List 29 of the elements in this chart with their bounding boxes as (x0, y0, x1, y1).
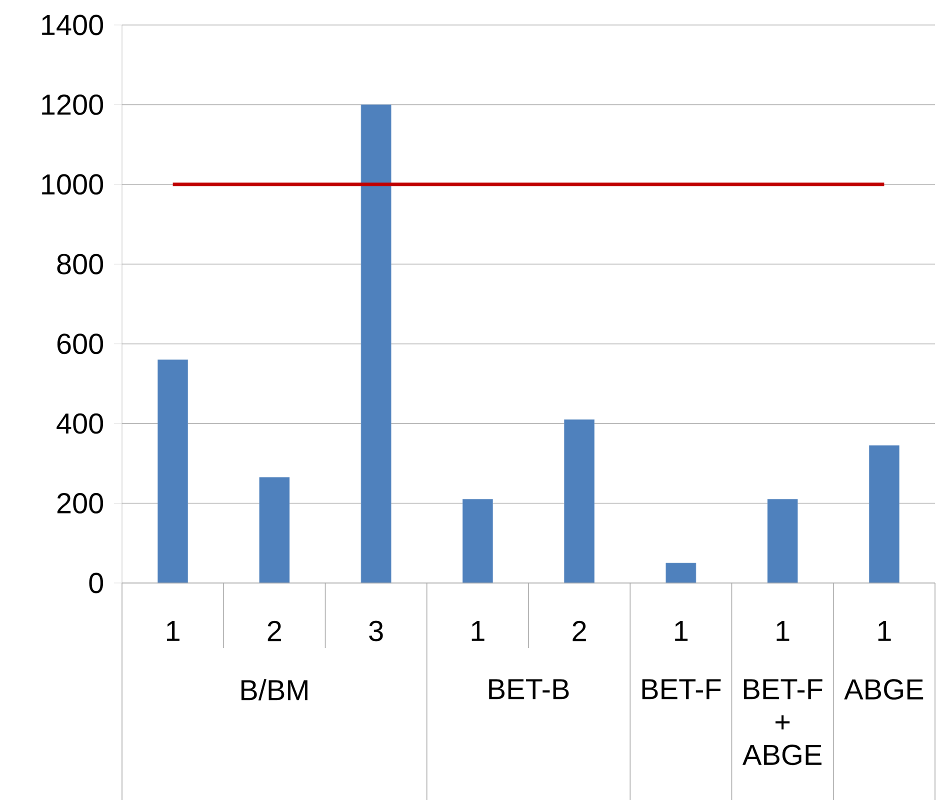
bar (462, 499, 493, 584)
y-tick-label: 400 (56, 413, 104, 434)
text: B/BM (242, 679, 308, 700)
text: BET-B (489, 679, 569, 700)
x-tick-label: 2 (268, 620, 282, 642)
bar (360, 104, 392, 584)
bar (564, 419, 595, 584)
x-tick-label: 1 (675, 621, 688, 641)
x-tick-label: 2 (572, 620, 586, 642)
text: ABGE (844, 679, 924, 700)
x-tick-label: 3 (369, 620, 383, 642)
bar (666, 562, 696, 584)
x-tick-label: 1 (878, 621, 891, 641)
x-tick-label: 1 (472, 621, 484, 641)
y-tick-label: 200 (57, 493, 104, 514)
y-tick-label: 600 (57, 334, 104, 354)
y-tick-label: 0 (89, 572, 104, 594)
bar (259, 477, 290, 584)
bar (158, 360, 188, 584)
y-tick-label: 1200 (42, 94, 104, 115)
text: BET-F + ABGE (742, 679, 822, 766)
y-tick-label: 1000 (42, 174, 104, 195)
x-tick-label: 1 (776, 621, 790, 641)
y-tick-label: 1400 (42, 14, 104, 36)
bar (767, 499, 798, 584)
text: BET-F (642, 679, 721, 700)
bar (868, 445, 900, 584)
x-tick-label: 1 (166, 621, 180, 641)
y-tick-label: 800 (57, 254, 104, 274)
